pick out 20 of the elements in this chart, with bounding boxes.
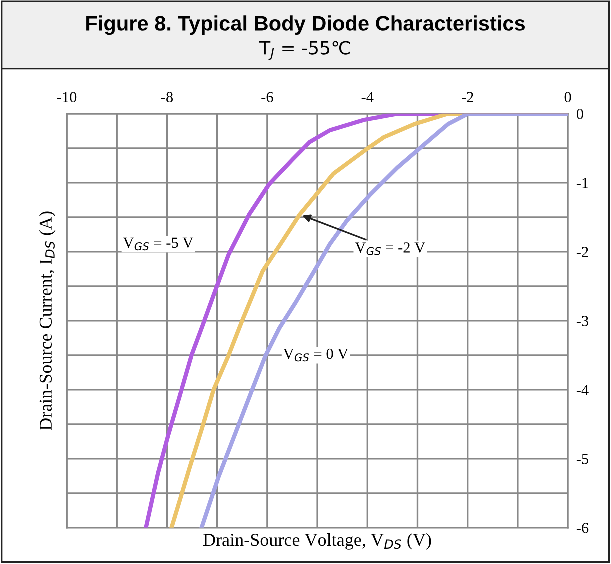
y-tick-label: -2 [576,247,588,258]
x-tick-label: 0 [564,92,572,102]
y-tick-label: -6 [576,523,589,534]
x-tick-label: -8 [161,92,174,102]
annotation: V$_{GS}$ = -5 V [123,238,194,251]
annotation: V$_{GS}$ = -2 V [355,242,426,256]
y-tick-label: 0 [576,109,584,120]
y-tick-label: -4 [576,385,589,396]
y-tick-label: -1 [576,178,588,188]
x-tick-label: -4 [362,92,374,102]
y-tick-label: -5 [576,454,589,464]
annotation: V$_{GS}$ = 0 V [283,348,349,362]
x-axis-title: Drain-Source Voltage, V$_{DS}$ (V) [203,533,432,550]
chart-title: Figure 8. Typical Body Diode Characteristics [86,16,526,36]
x-tick-label: -2 [462,92,474,102]
chart-subtitle: T$_{J}$ = -55℃ [259,41,350,60]
x-tick-label: -6 [262,92,274,102]
y-tick-label: -3 [576,316,589,326]
x-tick-label: -10 [57,92,77,102]
y-axis-title: Drain-Source Current, I$_{DS}$ (A) [39,212,56,430]
